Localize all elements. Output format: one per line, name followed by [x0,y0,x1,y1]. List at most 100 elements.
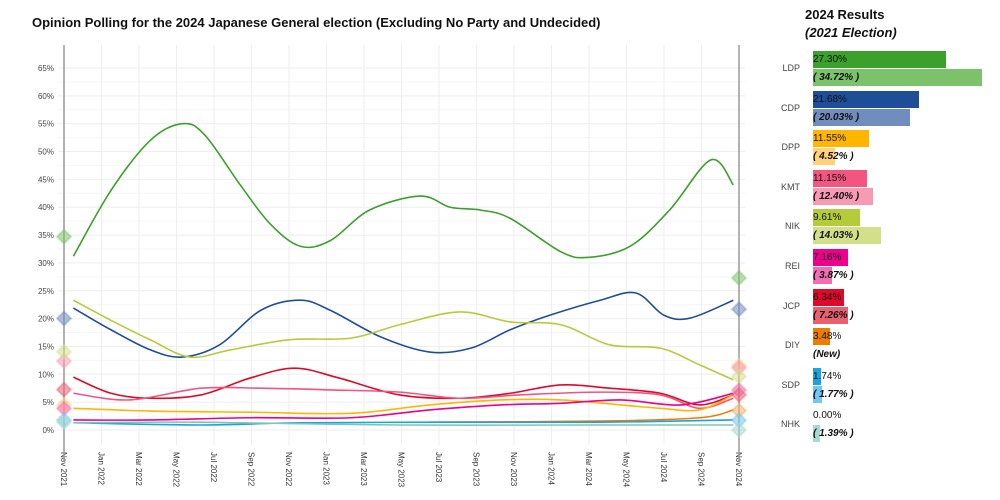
result-2021-label: ( 20.03% ) [813,111,860,123]
result-2021-label: (New) [813,349,841,361]
y-tick-label: 45% [38,175,54,184]
diamond-2024-cdp [730,300,748,318]
bar-2024-sdp [813,367,822,385]
y-tick-label: 65% [38,64,54,73]
trend-line-jcp [73,367,734,406]
trend-line-nik [72,299,734,381]
y-tick-label: 60% [38,92,54,101]
bar-2024-nik [813,209,860,227]
result-2024-label: 9.61% [813,212,842,224]
bar-2021-rei [813,267,832,284]
party-label: LDP [782,63,800,73]
x-tick-label: Sep 2022 [247,452,256,487]
bar-2021-dpp [813,148,835,166]
party-label: JCP [782,300,800,311]
x-tick-label: Jul 2024 [659,452,668,483]
y-tick-label: 0% [42,426,54,435]
diamond-2021-kmt [55,352,73,370]
trend-line-ldp [72,122,735,259]
results-heading: 2024 Results [805,7,885,22]
result-2024-label: 11.15% [813,172,847,184]
bar-2024-rei [813,249,848,266]
y-tick-label: 50% [38,148,54,157]
y-tick-label: 20% [38,315,54,324]
result-2024-label: 11.55% [813,133,847,145]
polling-plot: 0% 5% 10% 15% 20% 25% 30% 35% 40% 45% 50% 55% 60% 65%… [38,45,748,488]
bar-2024-cdp [813,90,919,108]
x-tick-label: Mar 2022 [134,452,143,486]
results-subheading: (2021 Election) [805,25,897,40]
y-tick-label: 10% [38,370,54,379]
x-tick-label: Jul 2022 [209,452,218,483]
diamond-2024-nik [730,368,748,385]
y-tick-label: 40% [38,203,54,212]
result-2021-label: ( 1.39% ) [813,428,854,440]
diamond-2024-ldp [730,269,748,287]
trend-line-cdp [72,291,734,358]
diamond-2021-jcp [55,381,73,398]
trend-line-dpp [73,394,734,415]
x-tick-label: Jul 2023 [434,452,443,483]
x-tick-label: Mar 2024 [584,452,593,486]
bar-2021-nhk [813,425,820,443]
x-tick-label: May 2024 [622,452,631,488]
result-2024-label: 3.48% [813,331,842,343]
party-label: NHK [780,419,800,430]
y-tick-label: 55% [38,120,54,129]
bar-2024-jcp [813,288,844,306]
x-tick-label: Jan 2024 [547,452,556,485]
x-tick-label: Sep 2024 [697,452,706,487]
result-2021-label: ( 3.87% ) [813,270,854,281]
trend-line-sdp [73,419,734,426]
party-label: DIY [784,340,800,351]
diamond-2024-jcp [730,386,748,404]
x-tick-label: Sep 2023 [472,452,481,487]
diamond-2021-cdp [55,310,73,327]
result-2021-label: ( 4.52% ) [813,151,854,163]
result-2021-label: ( 14.03% ) [813,230,860,242]
bar-2021-jcp [813,306,849,324]
result-2021-label: ( 7.26% ) [813,309,854,321]
x-tick-label: Mar 2023 [359,452,368,486]
bar-2024-kmt [813,169,868,187]
bar-2024-dpp [813,130,870,148]
bar-2021-nik [813,227,882,245]
result-2024-label: 0.00% [813,410,842,422]
bar-2021-sdp [813,385,822,403]
bar-2021-cdp [813,108,911,126]
y-tick-label: 35% [38,231,54,240]
result-2024-label: 7.16% [813,252,842,263]
bar-2021-ldp [813,69,982,86]
x-tick-label: Nov 2022 [284,452,293,487]
x-tick-label: Nov 2023 [509,452,518,487]
x-tick-label: Nov 2024 [734,452,743,487]
party-label: NIK [784,221,800,232]
x-tick-label: Jan 2023 [322,452,331,485]
result-2024-label: 1.74% [813,370,842,382]
bar-2021-kmt [813,187,874,205]
x-tick-label: May 2023 [397,452,406,488]
result-2024-label: 27.30% [813,54,847,65]
trend-line-kmt [73,386,734,410]
x-tick-label: Jan 2022 [97,452,106,485]
diamond-2024-nhk [730,421,748,439]
x-tick-label: Nov 2021 [59,452,68,487]
x-tick-label: May 2022 [172,452,181,488]
trend-line-nhk [73,421,734,426]
party-label: SDP [781,379,800,390]
result-2021-label: ( 12.40% ) [813,190,860,202]
party-label: CDP [780,102,800,113]
y-tick-label: 30% [38,259,54,268]
result-2021-label: ( 1.77% ) [813,388,854,400]
result-2024-label: 21.68% [813,93,847,105]
bar-2024-diy [813,328,830,346]
diamond-2021-ldp [55,228,73,246]
party-label: KMT [781,181,800,192]
y-tick-label: 25% [38,287,54,296]
diamond-2021-nik [55,343,73,361]
result-2024-label: 6.34% [813,291,842,303]
chart-title: Opinion Polling for the 2024 Japanese Ge… [32,15,601,30]
trend-line-rei [73,392,734,421]
y-tick-label: 15% [38,342,54,351]
